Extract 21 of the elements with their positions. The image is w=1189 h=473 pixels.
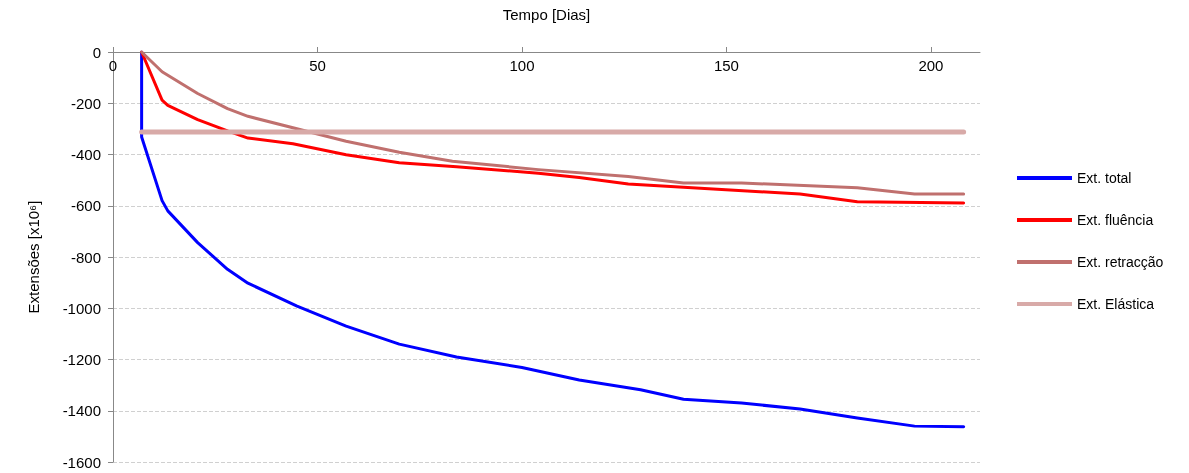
y-axis-title: Extensões [x10⁶] bbox=[25, 200, 42, 314]
x-tick-label: 150 bbox=[713, 57, 739, 74]
y-tick-label: -1400 bbox=[62, 402, 101, 420]
y-tick-label: -200 bbox=[70, 94, 101, 112]
x-tick-label: 50 bbox=[309, 57, 326, 74]
legend-label: Ext. Elástica bbox=[1077, 296, 1155, 312]
legend-label: Ext. retracção bbox=[1077, 254, 1164, 270]
line-series bbox=[140, 50, 966, 429]
y-tick-label: -1000 bbox=[62, 299, 101, 317]
x-tick-label: 200 bbox=[918, 57, 944, 74]
y-tick-label: -600 bbox=[70, 197, 101, 215]
legend-label: Ext. fluência bbox=[1077, 212, 1154, 228]
legend-label: Ext. total bbox=[1077, 170, 1132, 186]
y-tick-label: -400 bbox=[70, 146, 101, 163]
y-tick-label: 0 bbox=[92, 43, 101, 61]
y-tick-label: -1600 bbox=[62, 453, 101, 471]
y-tick-label: -800 bbox=[70, 248, 101, 266]
y-tick-label: -1200 bbox=[62, 351, 101, 368]
x-tick-label: 100 bbox=[509, 57, 535, 74]
x-axis-title: Tempo [Dias] bbox=[502, 6, 591, 23]
x-tick-label: 0 bbox=[108, 57, 118, 74]
